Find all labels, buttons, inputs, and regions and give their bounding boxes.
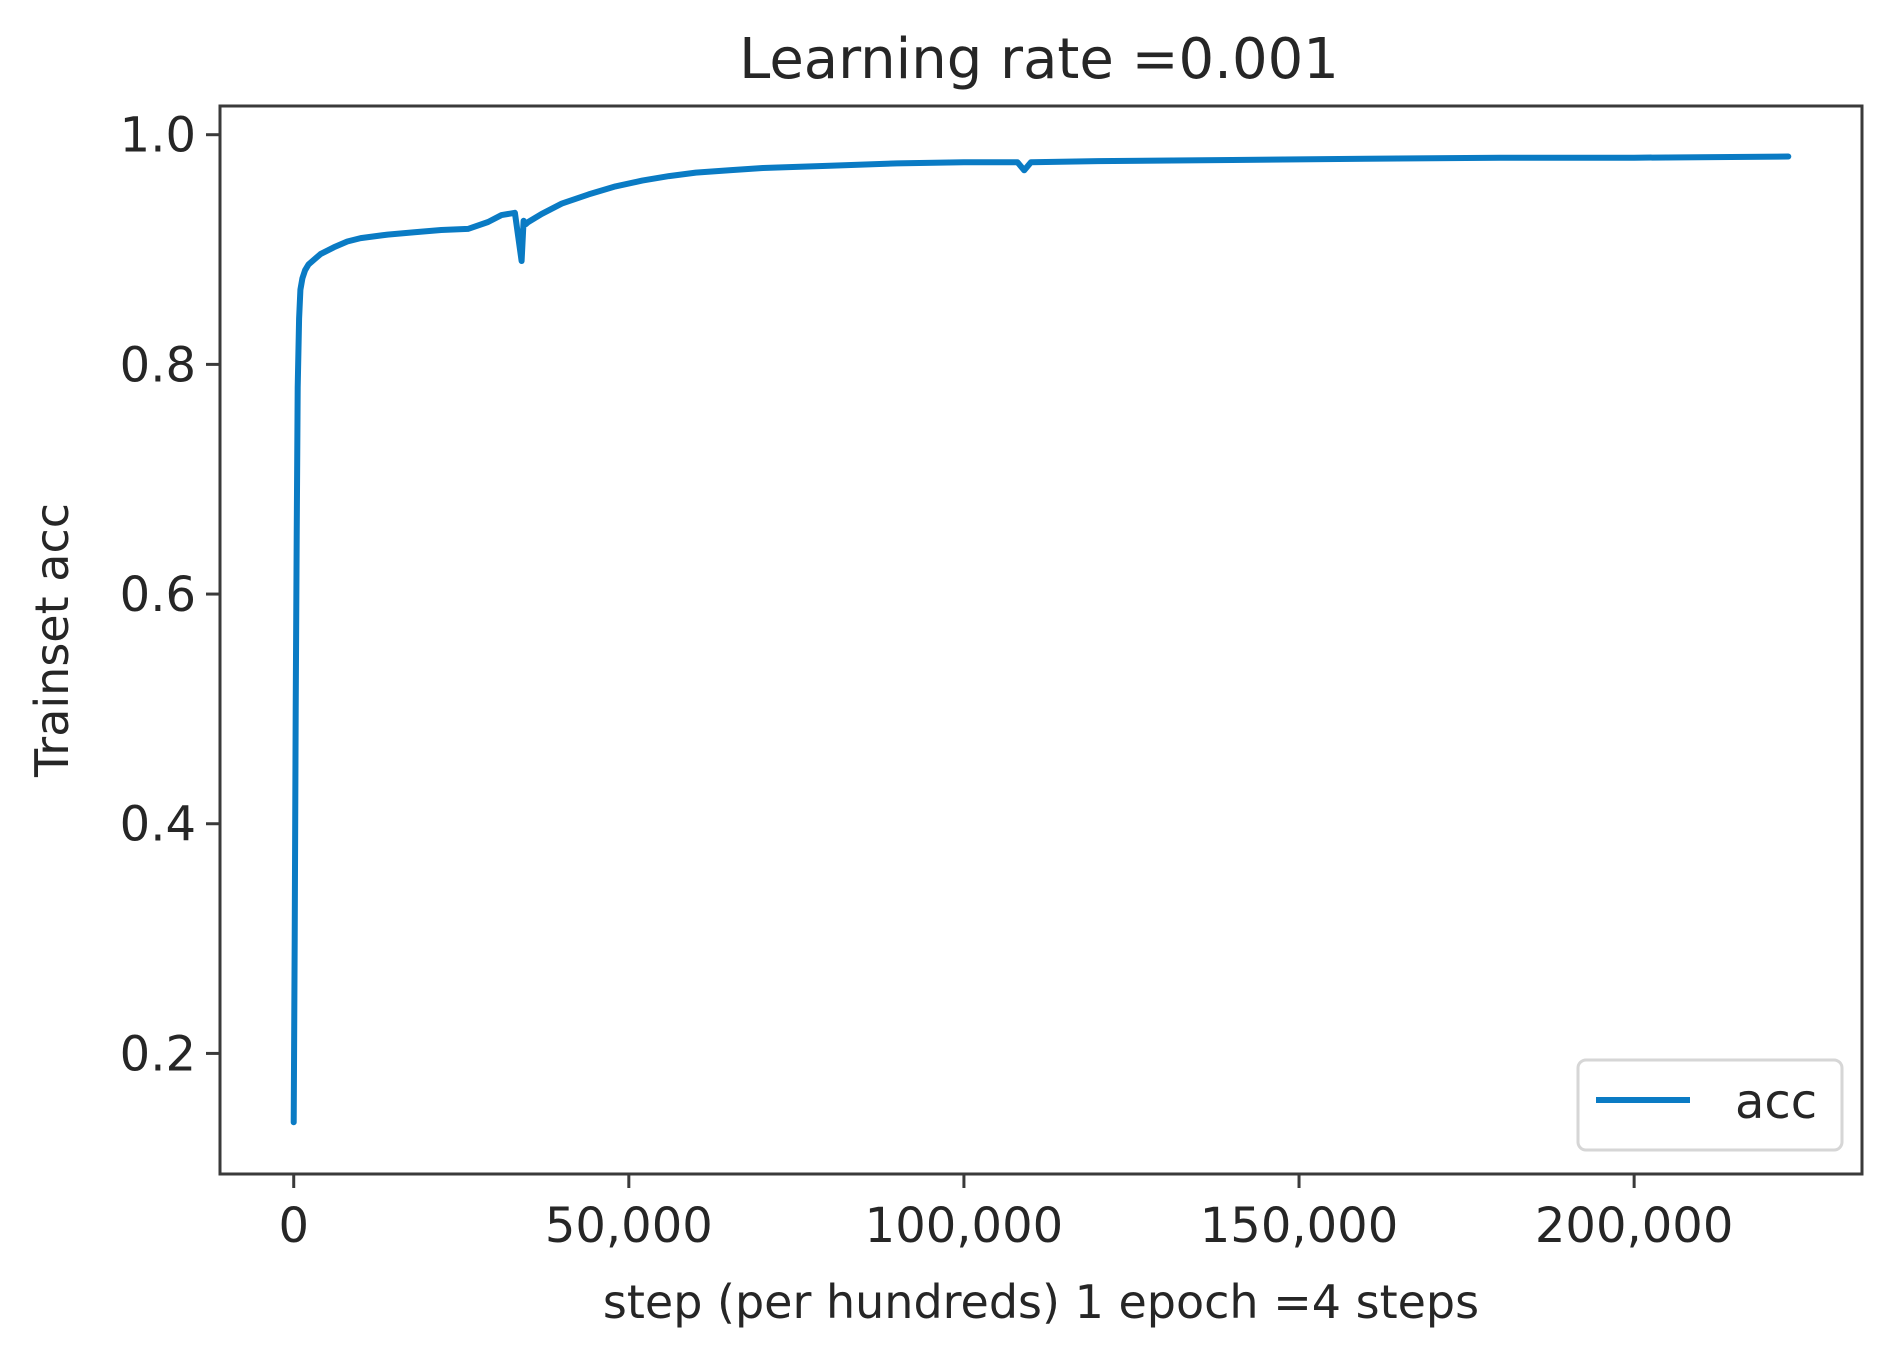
y-axis-label: Trainset acc <box>25 503 79 778</box>
x-tick-label: 50,000 <box>545 1198 713 1254</box>
y-axis: 0.2 0.4 0.6 0.8 1.0 <box>120 108 220 1082</box>
legend-label-acc: acc <box>1735 1074 1817 1130</box>
plot-area-frame <box>218 104 1864 1176</box>
x-axis: 0 50,000 100,000 150,000 200,000 <box>278 1174 1733 1254</box>
x-tick-label: 150,000 <box>1200 1198 1399 1254</box>
y-tick-label: 0.6 <box>120 567 196 623</box>
legend-box <box>1576 1058 1844 1152</box>
y-tick-label: 0.4 <box>120 797 196 853</box>
x-tick-label: 0 <box>278 1198 309 1254</box>
x-tick-label: 100,000 <box>865 1198 1064 1254</box>
y-tick-label: 0.8 <box>120 337 196 393</box>
x-tick-label: 200,000 <box>1535 1198 1734 1254</box>
chart-title: Learning rate =0.001 <box>739 27 1339 92</box>
legend: acc <box>1576 1058 1844 1152</box>
y-tick-label: 1.0 <box>120 108 196 164</box>
x-axis-label: step (per hundreds) 1 epoch =4 steps <box>603 1275 1479 1329</box>
series-line-acc <box>290 153 1792 1126</box>
y-tick-label: 0.2 <box>120 1026 196 1082</box>
